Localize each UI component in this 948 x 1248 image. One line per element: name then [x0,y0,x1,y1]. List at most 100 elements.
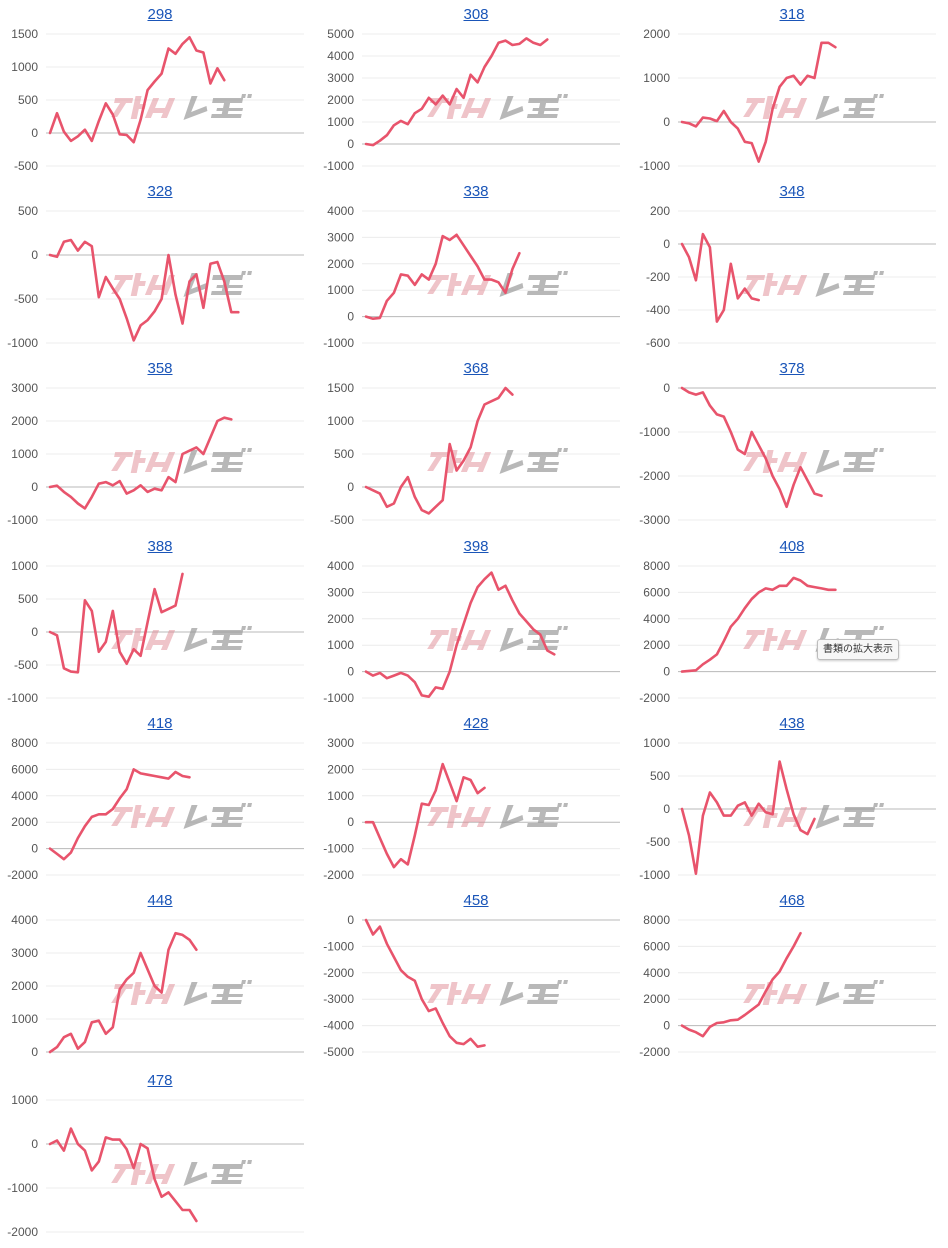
y-tick-label: -1000 [323,336,354,350]
y-tick-label: 1000 [11,1093,38,1107]
chart-panel-428: -2000 -1000 0 1000 2000 3000 428 [320,713,632,891]
line-chart: -500 0 500 1000 1500 [327,381,620,527]
y-tick-label: 5000 [327,27,354,41]
y-tick-label: 0 [663,381,670,395]
chart-title-link[interactable]: 468 [779,892,805,909]
y-tick-label: 2000 [11,815,38,829]
chart-title-link[interactable]: 448 [147,892,173,909]
line-chart: -1000 -500 0 500 [7,204,304,350]
chart-title-link[interactable]: 438 [779,715,805,732]
watermark-logo [743,271,884,297]
y-tick-label: 0 [347,310,354,324]
chart-title-link[interactable]: 368 [463,360,489,377]
line-chart: -1000 -500 0 500 1000 [7,559,304,705]
y-tick-label: -1000 [323,842,354,856]
watermark-logo [743,448,884,474]
y-tick-label: -1000 [639,425,670,439]
chart-panel-378: -3000 -2000 -1000 0 378 [636,358,948,536]
y-tick-label: -500 [330,513,354,527]
chart-title-link[interactable]: 318 [779,6,805,23]
y-tick-label: 0 [31,625,38,639]
y-tick-label: 4000 [643,612,670,626]
y-tick-label: -200 [646,270,670,284]
watermark-logo [427,980,568,1006]
watermark-logo [111,980,252,1006]
y-tick-label: -500 [14,159,38,173]
y-tick-label: 0 [663,1019,670,1033]
chart-title-link[interactable]: 398 [463,538,489,555]
y-tick-label: 0 [347,815,354,829]
line-chart: -600 -400 -200 0 200 [646,204,936,350]
y-tick-label: 3000 [11,946,38,960]
watermark-logo [427,803,568,829]
y-tick-label: -2000 [639,1045,670,1059]
chart-title-link[interactable]: 418 [147,715,173,732]
watermark-logo [427,94,568,120]
y-tick-label: 0 [663,802,670,816]
y-tick-label: 2000 [327,93,354,107]
chart-panel-438: -1000 -500 0 500 1000 438 [636,713,948,891]
chart-title-link[interactable]: 298 [147,6,173,23]
series-line [680,41,837,163]
y-tick-label: -1000 [323,939,354,953]
y-tick-label: 1000 [643,71,670,85]
watermark-logo [743,94,884,120]
y-tick-label: 500 [650,769,670,783]
y-tick-label: 1000 [327,638,354,652]
watermark-logo [111,448,252,474]
chart-title-link[interactable]: 428 [463,715,489,732]
y-tick-label: -2000 [639,469,670,483]
y-tick-label: 6000 [643,939,670,953]
y-tick-label: -2000 [323,966,354,980]
y-tick-label: 2000 [327,257,354,271]
y-tick-label: 3000 [11,381,38,395]
y-tick-label: -1000 [639,159,670,173]
chart-panel-418: -2000 0 2000 4000 6000 8000 418 [4,713,316,891]
y-tick-label: 4000 [11,913,38,927]
y-tick-label: 0 [31,126,38,140]
y-tick-label: -1000 [7,513,38,527]
y-tick-label: 4000 [327,49,354,63]
chart-title-link[interactable]: 358 [147,360,173,377]
chart-title-link[interactable]: 348 [779,183,805,200]
chart-title-link[interactable]: 338 [463,183,489,200]
y-tick-label: 0 [347,480,354,494]
series-line [364,233,521,320]
chart-title-link[interactable]: 408 [779,538,805,555]
y-tick-label: 500 [334,447,354,461]
chart-panel-368: -500 0 500 1000 1500 368 [320,358,632,536]
chart-panel-318: -1000 0 1000 2000 318 [636,4,948,182]
chart-title-link[interactable]: 478 [147,1072,173,1089]
chart-title-link[interactable]: 458 [463,892,489,909]
series-line [364,762,486,869]
series-line [364,918,486,1048]
y-tick-label: 8000 [11,736,38,750]
y-tick-label: 0 [663,115,670,129]
watermark-logo [427,448,568,474]
y-tick-label: 0 [347,137,354,151]
y-tick-label: 0 [31,842,38,856]
y-tick-label: -2000 [7,1225,38,1239]
y-tick-label: 2000 [11,414,38,428]
y-tick-label: 1500 [327,381,354,395]
y-tick-label: 0 [663,237,670,251]
chart-title-link[interactable]: 308 [463,6,489,23]
y-tick-label: 4000 [643,966,670,980]
y-tick-label: 0 [31,480,38,494]
chart-title-link[interactable]: 388 [147,538,173,555]
series-line [48,768,191,861]
chart-title-link[interactable]: 328 [147,183,173,200]
y-tick-label: 6000 [11,762,38,776]
line-chart: -2000 0 2000 4000 6000 8000 [7,736,304,882]
y-tick-label: 2000 [327,612,354,626]
line-chart: -2000 -1000 0 1000 [7,1093,304,1239]
series-line [48,238,240,342]
y-tick-label: 500 [18,93,38,107]
line-chart: -5000 -4000 -3000 -2000 -1000 0 [323,913,620,1059]
y-tick-label: 1000 [327,283,354,297]
y-tick-label: -500 [646,835,670,849]
y-tick-label: 500 [18,592,38,606]
y-tick-label: -4000 [323,1019,354,1033]
chart-title-link[interactable]: 378 [779,360,805,377]
y-tick-label: 0 [31,1045,38,1059]
